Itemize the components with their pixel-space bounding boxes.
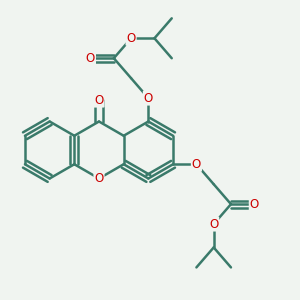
Text: O: O — [144, 92, 153, 105]
Text: O: O — [127, 32, 136, 45]
Text: O: O — [209, 218, 218, 231]
Text: O: O — [250, 198, 259, 211]
Text: O: O — [94, 94, 103, 106]
Text: O: O — [94, 172, 103, 185]
Text: O: O — [192, 158, 201, 171]
Text: O: O — [86, 52, 95, 65]
